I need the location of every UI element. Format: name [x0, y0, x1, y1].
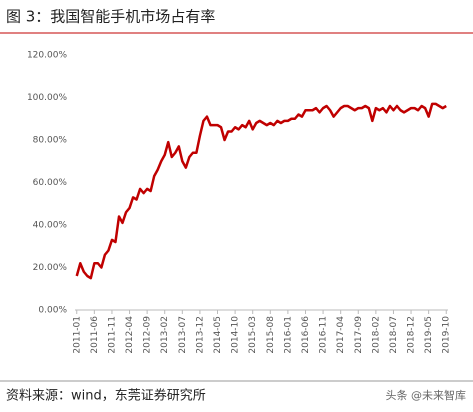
- x-tick-label: 2011-11: [107, 316, 117, 354]
- x-tick-label: 2015-03: [248, 316, 258, 354]
- y-tick-label: 0.00%: [38, 306, 67, 316]
- data-line: [75, 102, 447, 280]
- chart-title: 图 3：我国智能手机市场占有率: [6, 8, 215, 26]
- watermark: 头条 @未来智库: [386, 388, 467, 402]
- y-tick-label: 120.00%: [27, 51, 67, 61]
- y-tick-label: 20.00%: [33, 263, 68, 273]
- x-tick-label: 2013-02: [160, 316, 170, 354]
- x-tick-label: 2012-04: [125, 316, 135, 354]
- x-tick-label: 2016-06: [301, 316, 311, 354]
- x-tick-label: 2019-10: [442, 316, 452, 354]
- x-tick-label: 2019-05: [424, 316, 434, 354]
- x-tick-label: 2011-06: [90, 316, 100, 354]
- y-tick-label: 80.00%: [33, 136, 68, 146]
- x-tick-label: 2014-05: [213, 316, 223, 354]
- y-tick-label: 100.00%: [27, 93, 67, 103]
- x-tick-label: 2017-04: [336, 316, 346, 354]
- source: 资料来源：wind，东莞证券研究所: [6, 388, 206, 404]
- y-tick-label: 60.00%: [33, 178, 68, 188]
- x-tick-label: 2013-12: [195, 316, 205, 354]
- y-tick-label: 40.00%: [33, 221, 68, 231]
- x-tick-label: 2018-02: [371, 316, 381, 354]
- x-tick-label: 2015-08: [266, 316, 276, 354]
- x-tick-label: 2017-09: [354, 316, 364, 354]
- x-tick-label: 2016-11: [319, 316, 329, 354]
- x-tick-label: 2013-07: [178, 316, 188, 354]
- x-tick-label: 2011-01: [72, 316, 82, 354]
- x-tick-label: 2016-01: [283, 316, 293, 354]
- x-tick-label: 2014-10: [231, 316, 241, 354]
- x-tick-label: 2012-09: [143, 316, 153, 354]
- x-tick-label: 2018-07: [389, 316, 399, 354]
- x-tick-label: 2018-12: [407, 316, 417, 354]
